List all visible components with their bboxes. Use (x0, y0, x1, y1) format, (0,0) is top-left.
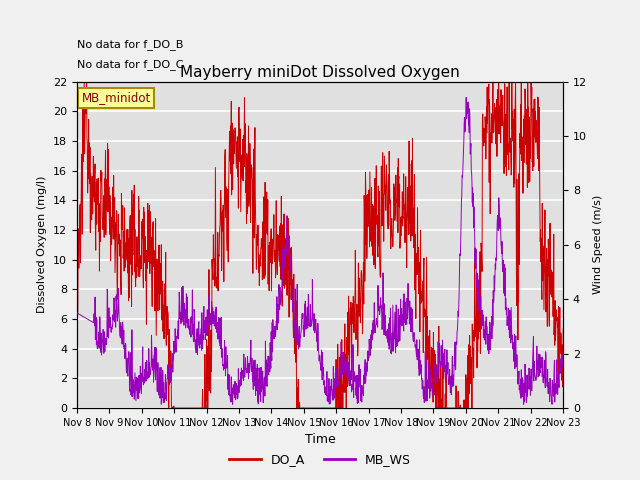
Title: Mayberry miniDot Dissolved Oxygen: Mayberry miniDot Dissolved Oxygen (180, 65, 460, 81)
Text: No data for f_DO_C: No data for f_DO_C (77, 59, 183, 70)
Text: No data for f_DO_B: No data for f_DO_B (77, 39, 183, 50)
Legend: DO_A, MB_WS: DO_A, MB_WS (224, 448, 416, 471)
X-axis label: Time: Time (305, 433, 335, 446)
Y-axis label: Dissolved Oxygen (mg/l): Dissolved Oxygen (mg/l) (37, 176, 47, 313)
Text: MB_minidot: MB_minidot (82, 91, 151, 104)
Y-axis label: Wind Speed (m/s): Wind Speed (m/s) (593, 195, 603, 294)
